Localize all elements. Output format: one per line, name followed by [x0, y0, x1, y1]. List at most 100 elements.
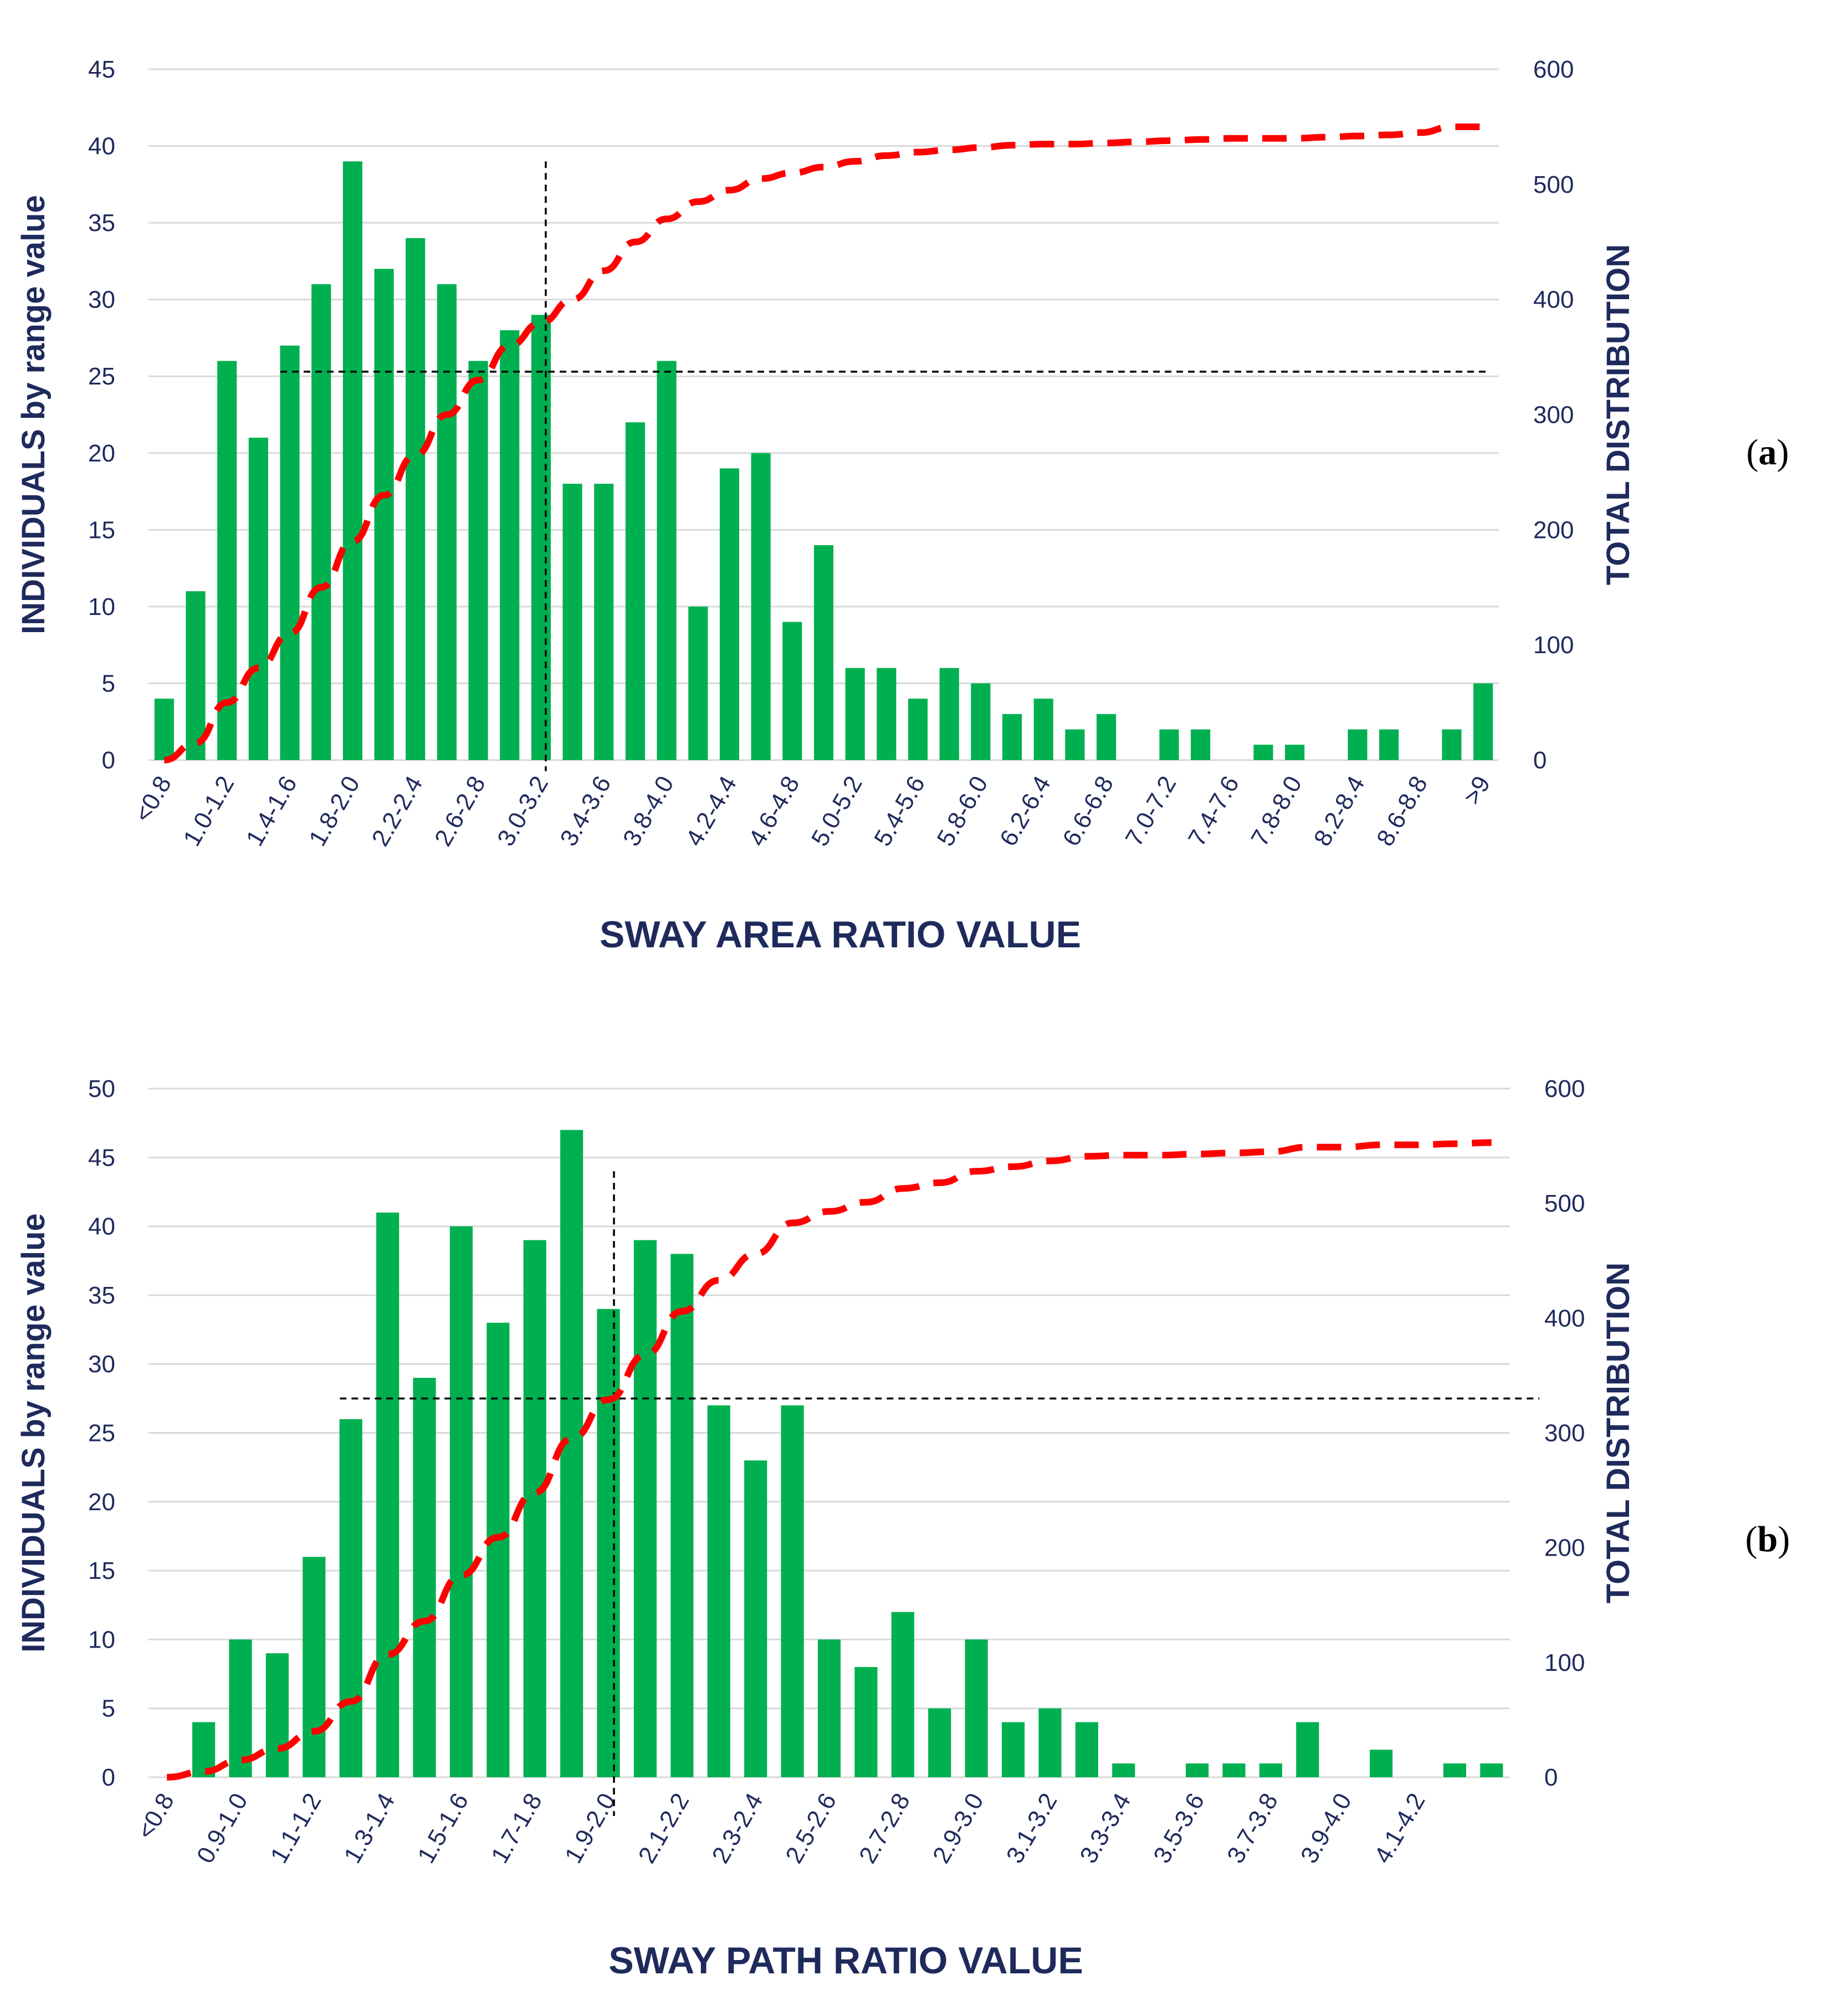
x-tick-label: <0.8: [129, 772, 177, 827]
bar: [406, 238, 426, 760]
bar: [782, 622, 802, 760]
y-tick-label: 45: [88, 56, 115, 83]
x-tick-label: 4.6-4.8: [744, 772, 805, 851]
bar: [1369, 1750, 1393, 1777]
bar: [781, 1405, 804, 1777]
y-tick-label: 5: [102, 1695, 115, 1722]
y-tick-label: 25: [88, 363, 115, 390]
bar: [449, 1226, 473, 1777]
y2-tick-label: 600: [1544, 1075, 1585, 1102]
panel-label-close: ): [1778, 1519, 1790, 1560]
bar: [1442, 729, 1462, 760]
y2-tick-label: 400: [1533, 286, 1574, 314]
bar: [597, 1309, 620, 1777]
x-tick-label: 1.4-1.6: [241, 772, 303, 851]
bar: [1038, 1708, 1062, 1777]
y-tick-label: 0: [102, 1764, 115, 1791]
x-tick-label: 8.2-8.4: [1309, 772, 1370, 851]
bar: [500, 330, 520, 760]
x-tick-label: 1.3-1.4: [339, 1789, 400, 1868]
y2-tick-label: 500: [1533, 171, 1574, 198]
bar: [531, 315, 551, 760]
panel-label-open: (: [1747, 432, 1759, 473]
x-tick-label: 2.6-2.8: [429, 772, 491, 851]
bar: [633, 1240, 657, 1777]
x-tick-label: 2.2-2.4: [366, 772, 428, 851]
x-axis-title: SWAY AREA RATIO VALUE: [600, 914, 1081, 956]
cumulative-line: [167, 1139, 1492, 1781]
bar: [1473, 683, 1493, 760]
bar: [908, 699, 928, 760]
bar: [1253, 745, 1273, 760]
x-tick-label: 3.1-3.2: [1001, 1789, 1063, 1868]
x-tick-label: 2.9-3.0: [928, 1789, 989, 1868]
y2-tick-label: 300: [1544, 1420, 1585, 1447]
bar: [817, 1639, 841, 1777]
y-tick-label: 35: [88, 209, 115, 237]
bar: [751, 453, 771, 760]
bar: [625, 422, 646, 760]
bar: [845, 668, 865, 760]
bar: [928, 1708, 951, 1777]
y-tick-label: 50: [88, 1075, 115, 1102]
x-tick-label: 1.8-2.0: [304, 772, 365, 851]
y2-tick-label: 300: [1533, 402, 1574, 429]
y2-tick-label: 0: [1544, 1764, 1558, 1791]
y-tick-label: 45: [88, 1144, 115, 1171]
y-axis-title: INDIVIDUALS by range value: [16, 195, 52, 634]
x-tick-label: 4.2-4.4: [680, 772, 742, 851]
bar: [303, 1557, 326, 1777]
x-tick-label: 5.4-5.6: [869, 772, 930, 851]
bar: [229, 1639, 252, 1777]
bar: [265, 1653, 289, 1777]
bar: [707, 1405, 730, 1777]
y-tick-label: 0: [102, 747, 115, 774]
x-tick-label: 3.0-3.2: [492, 772, 554, 851]
x-tick-label: 3.3-3.4: [1074, 1789, 1136, 1868]
bar: [1379, 729, 1399, 760]
x-tick-label: 3.9-4.0: [1295, 1789, 1357, 1868]
y-tick-label: 10: [88, 1626, 115, 1653]
bar: [891, 1612, 914, 1777]
y-tick-label: 40: [88, 133, 115, 160]
x-tick-label: >9: [1458, 772, 1496, 809]
x-tick-label: 7.4-7.6: [1183, 772, 1245, 851]
y-tick-label: 25: [88, 1420, 115, 1447]
bar: [280, 345, 300, 760]
bar: [1159, 729, 1179, 760]
y-tick-label: 20: [88, 440, 115, 467]
bar: [594, 484, 614, 760]
bar: [1002, 714, 1022, 760]
bar: [468, 361, 488, 760]
x-tick-label: 7.0-7.2: [1120, 772, 1182, 851]
bar: [854, 1667, 878, 1777]
y2-tick-label: 400: [1544, 1305, 1585, 1332]
y2-tick-label: 200: [1533, 516, 1574, 543]
x-tick-label: 3.5-3.6: [1148, 1789, 1210, 1868]
panel-label-letter: b: [1758, 1519, 1778, 1560]
x-tick-label: 0.9-1.0: [192, 1789, 253, 1868]
bar: [311, 284, 331, 760]
bar: [374, 269, 394, 760]
bar: [1443, 1763, 1466, 1777]
bar: [1075, 1722, 1098, 1777]
y2-tick-label: 200: [1544, 1535, 1585, 1562]
panel-label-letter: a: [1759, 432, 1777, 473]
y-tick-label: 30: [88, 286, 115, 314]
bar: [670, 1254, 694, 1777]
panel-label: (a): [1747, 432, 1789, 473]
x-tick-label: 2.3-2.4: [706, 1789, 768, 1868]
bar: [523, 1240, 546, 1777]
bar: [813, 545, 834, 760]
x-tick-label: 8.6-8.8: [1371, 772, 1433, 851]
bar: [1065, 729, 1085, 760]
x-tick-label: 7.8-8.0: [1246, 772, 1307, 851]
bar: [1001, 1722, 1025, 1777]
bar: [487, 1322, 510, 1777]
chart-b: 051015202530354045500100200300400500600<…: [16, 1075, 1790, 1982]
x-tick-label: 1.5-1.6: [412, 1789, 474, 1868]
x-tick-label: 1.1-1.2: [265, 1789, 327, 1868]
x-tick-label: 2.5-2.6: [780, 1789, 842, 1868]
x-tick-label: 5.0-5.2: [806, 772, 868, 851]
